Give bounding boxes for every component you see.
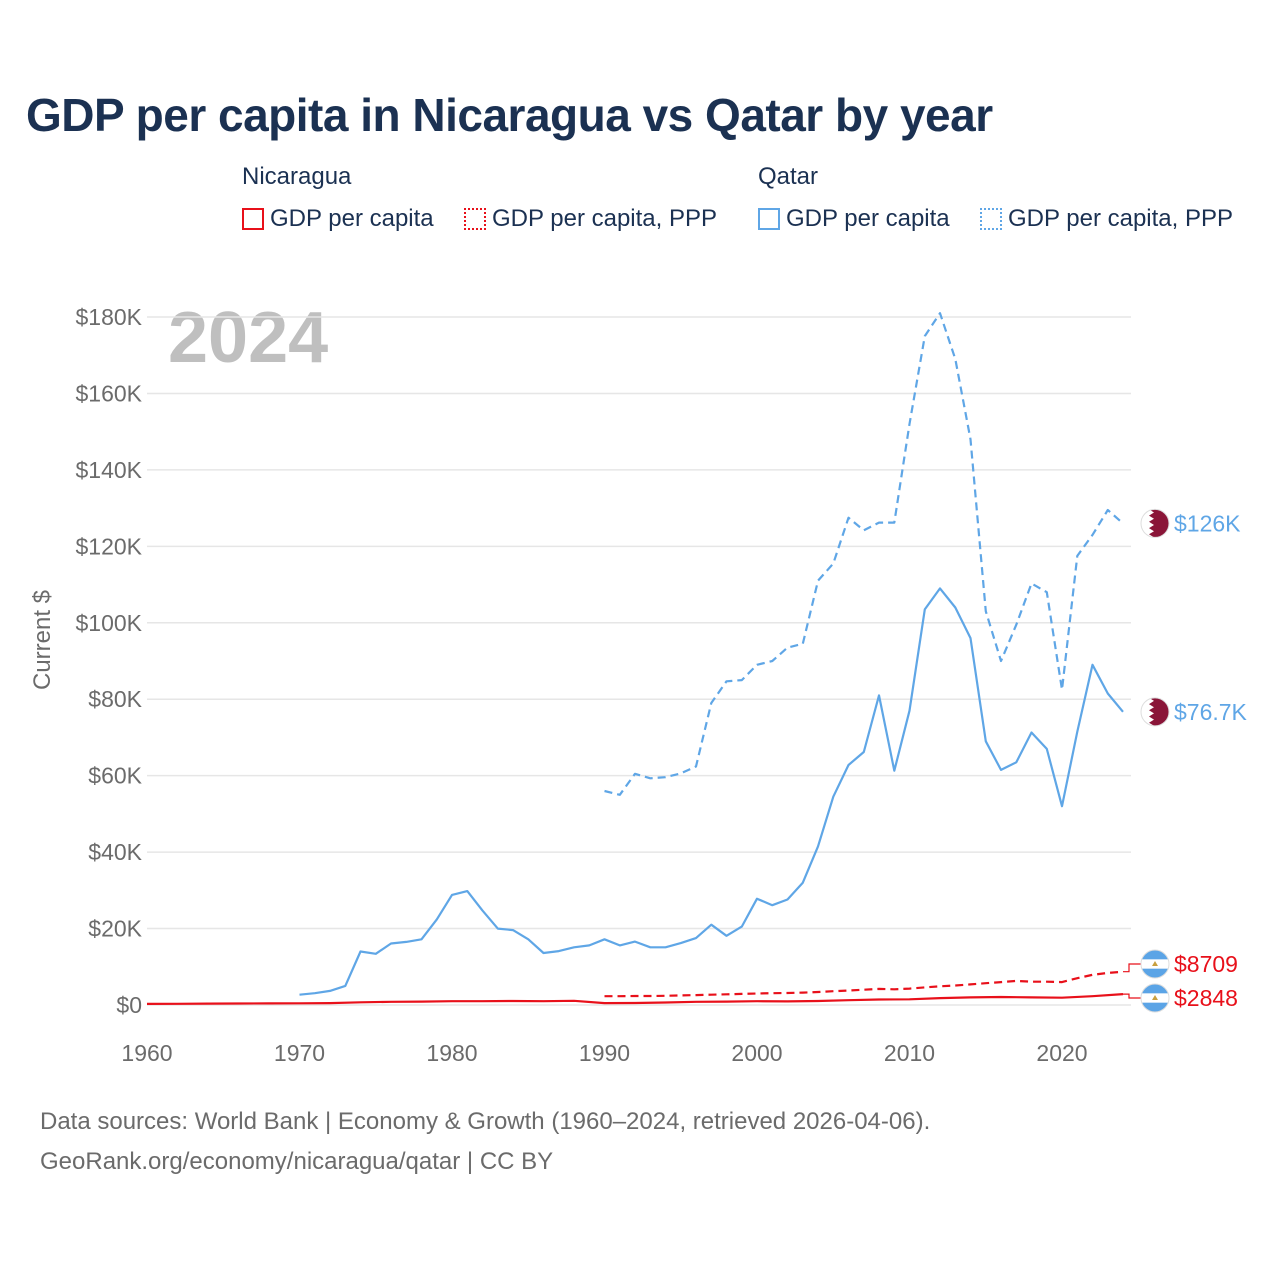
- series-line-qatar-ppp: [604, 312, 1124, 796]
- x-tick-label: 1960: [121, 1040, 172, 1066]
- qatar-flag-icon: [1140, 508, 1170, 538]
- end-value-label: $126K: [1174, 510, 1241, 536]
- x-tick-label: 2010: [884, 1040, 935, 1066]
- legend-item-qatar-gdp[interactable]: GDP per capita: [758, 204, 950, 234]
- legend-swatch: [980, 208, 1002, 230]
- series-line-nicaragua-ppp: [604, 970, 1124, 998]
- legend-item-nicaragua-gdp[interactable]: GDP per capita: [242, 204, 434, 234]
- legend-label: GDP per capita: [270, 205, 434, 232]
- legend-label: GDP per capita: [786, 205, 950, 232]
- end-value-label: $76.7K: [1174, 699, 1248, 725]
- chart-title: GDP per capita in Nicaragua vs Qatar by …: [26, 89, 993, 141]
- legend-group-nicaragua: Nicaragua: [242, 163, 352, 190]
- qatar-flag-icon: [1140, 697, 1170, 727]
- year-watermark: 2024: [168, 298, 328, 378]
- nicaragua-flag-icon: [1140, 983, 1170, 1013]
- series-line-qatar: [299, 587, 1124, 996]
- legend-swatch: [242, 208, 264, 230]
- legend-item-nicaragua-gdp-ppp[interactable]: GDP per capita, PPP: [464, 204, 717, 234]
- x-tick-label: 1990: [579, 1040, 630, 1066]
- y-tick-label: $20K: [88, 916, 142, 942]
- label-connector: [1123, 963, 1141, 973]
- end-value-label: $8709: [1174, 951, 1238, 977]
- y-axis-label: Current $: [29, 590, 56, 690]
- legend-swatch: [464, 208, 486, 230]
- x-tick-label: 2020: [1036, 1040, 1087, 1066]
- y-tick-label: $160K: [75, 380, 142, 406]
- end-value-label: $2848: [1174, 985, 1238, 1011]
- series-line-nicaragua: [146, 993, 1124, 1006]
- x-tick-label: 1970: [274, 1040, 325, 1066]
- y-tick-label: $100K: [75, 610, 142, 636]
- nicaragua-flag-icon: [1140, 949, 1170, 979]
- x-tick-label: 1980: [426, 1040, 477, 1066]
- y-tick-label: $40K: [88, 839, 142, 865]
- y-tick-label: $140K: [75, 457, 142, 483]
- y-tick-label: $120K: [75, 533, 142, 559]
- footer-attribution: GeoRank.org/economy/nicaragua/qatar | CC…: [40, 1148, 554, 1175]
- footer-sources: Data sources: World Bank | Economy & Gro…: [40, 1108, 931, 1135]
- y-tick-label: $60K: [88, 763, 142, 789]
- y-tick-label: $180K: [75, 304, 142, 330]
- legend-item-qatar-gdp-ppp[interactable]: GDP per capita, PPP: [980, 204, 1233, 234]
- y-tick-label: $0: [116, 992, 142, 1018]
- legend-label: GDP per capita, PPP: [1008, 205, 1233, 232]
- label-connector: [1123, 993, 1141, 999]
- legend-group-qatar: Qatar: [758, 163, 819, 190]
- legend-label: GDP per capita, PPP: [492, 205, 717, 232]
- x-tick-label: 2000: [731, 1040, 782, 1066]
- y-tick-label: $80K: [88, 686, 142, 712]
- legend-swatch: [758, 208, 780, 230]
